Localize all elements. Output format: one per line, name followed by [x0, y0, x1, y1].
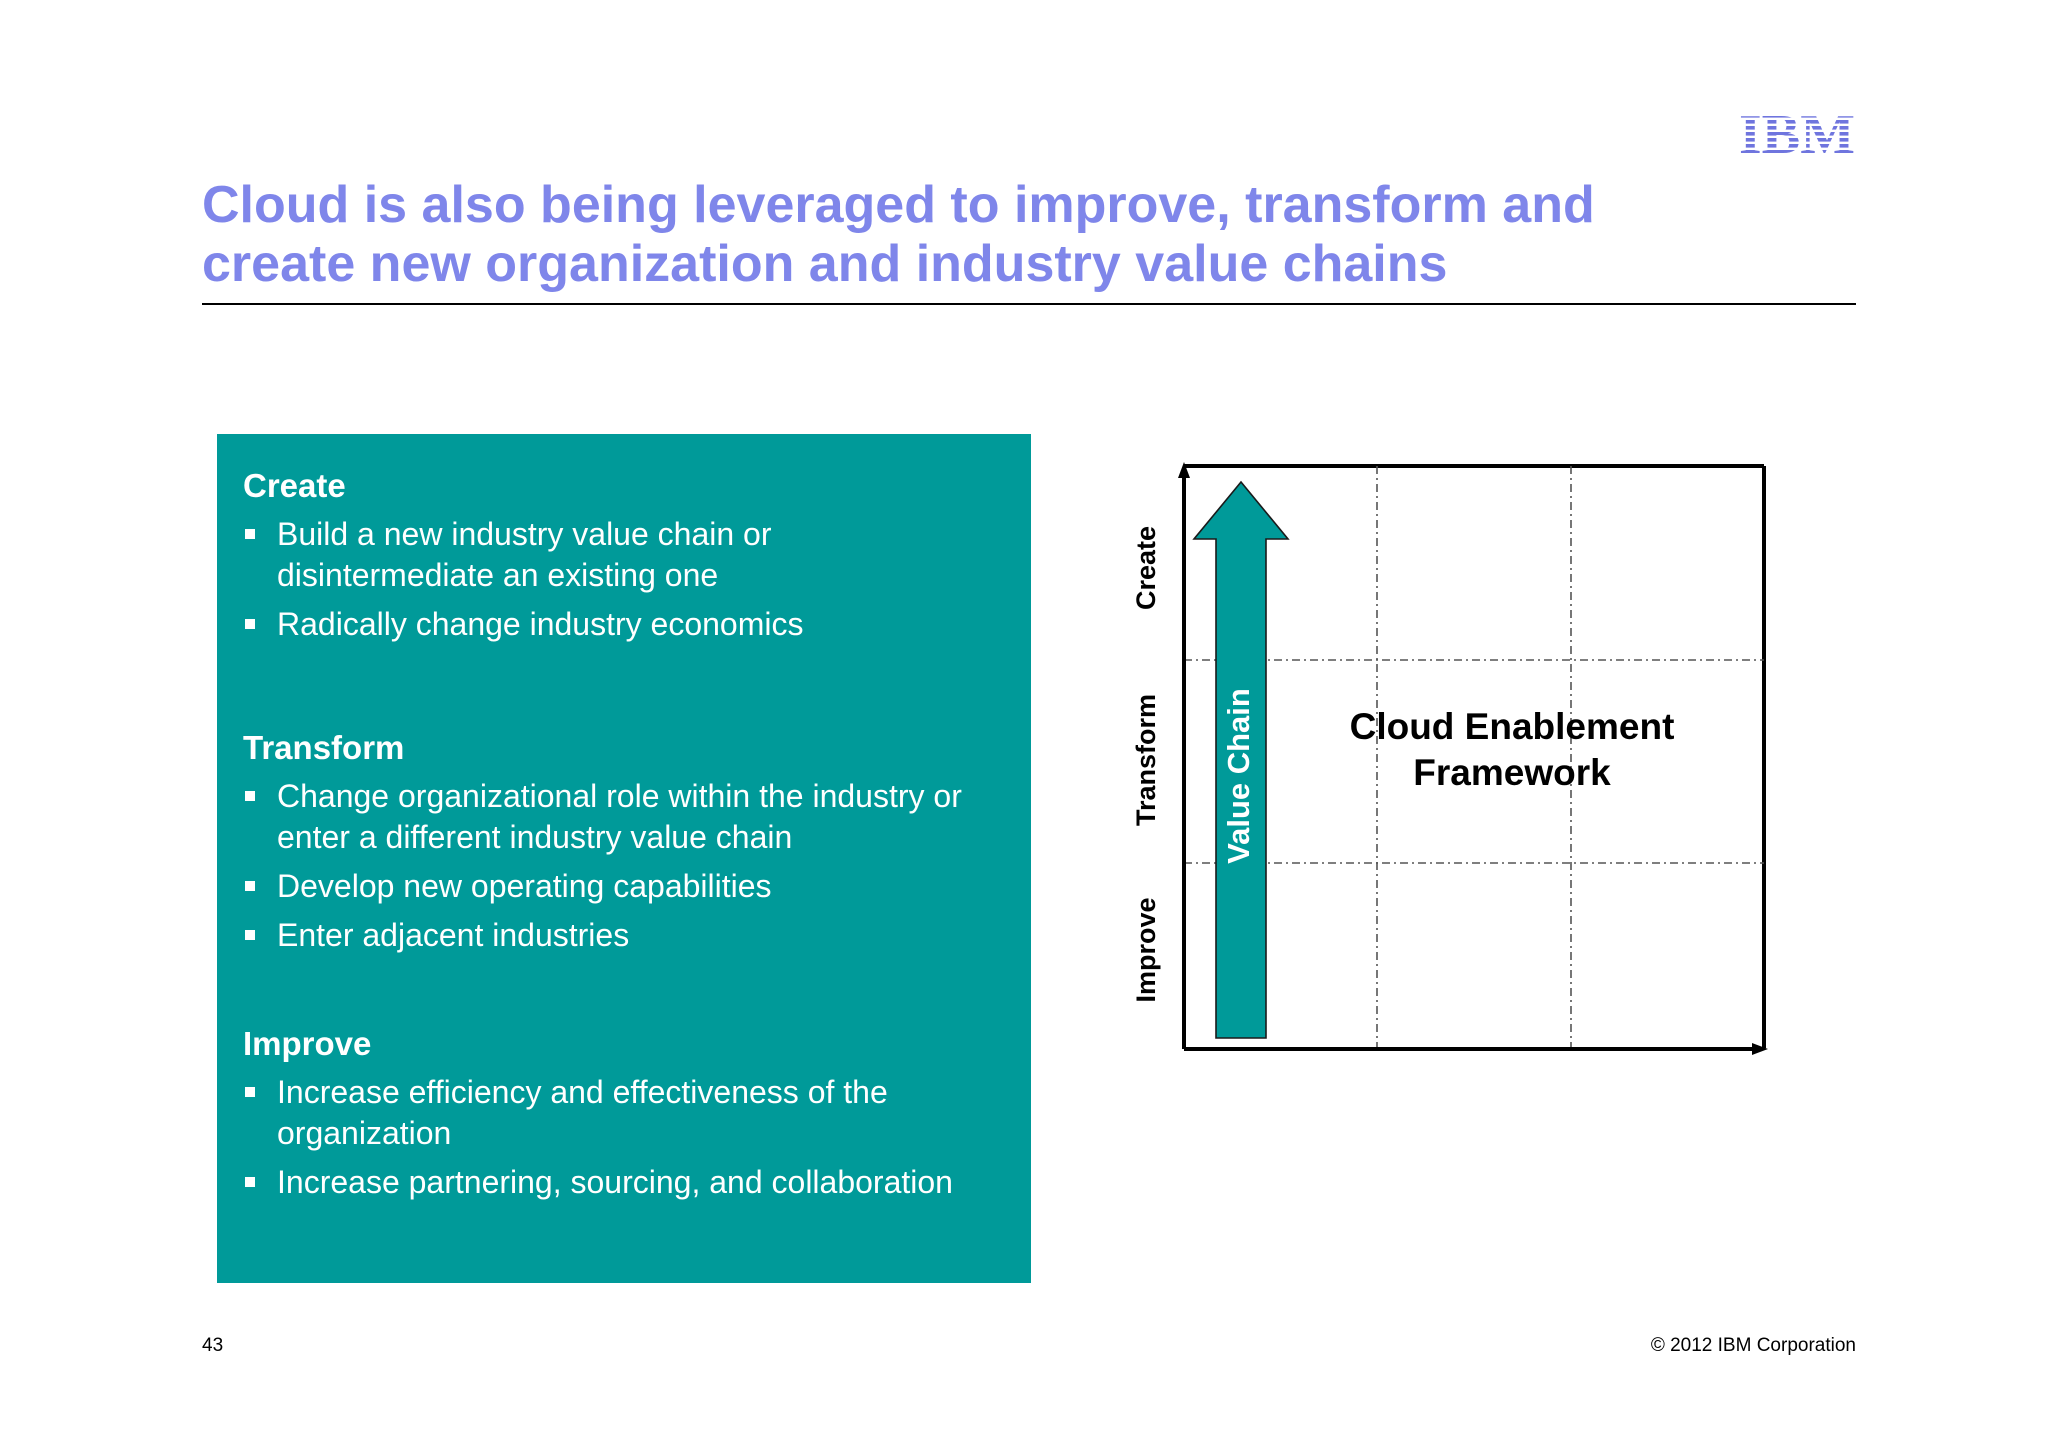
ibm-logo: IBM	[1739, 108, 1855, 158]
bullet-square-icon	[245, 1087, 255, 1097]
list-item: Increase efficiency and effectiveness of…	[243, 1072, 1023, 1154]
value-chain-arrow-icon	[1192, 480, 1290, 1039]
create-heading: Create	[243, 467, 346, 504]
bullet-square-icon	[245, 1177, 255, 1187]
value-chain-description-box: Create Build a new industry value chain …	[217, 434, 1031, 1283]
slide-title: Cloud is also being leveraged to improve…	[202, 176, 1702, 294]
copyright-notice: © 2012 IBM Corporation	[1650, 1335, 1856, 1356]
title-divider	[202, 303, 1856, 305]
slide-title-line-2: create new organization and industry val…	[202, 235, 1448, 293]
list-item: Increase partnering, sourcing, and colla…	[243, 1162, 1023, 1203]
bullet-square-icon	[245, 881, 255, 891]
y-label-create: Create	[1131, 526, 1161, 610]
improve-bullets: Increase efficiency and effectiveness of…	[243, 1072, 1023, 1203]
list-item: Develop new operating capabilities	[243, 866, 1023, 907]
improve-section: Improve Increase efficiency and effectiv…	[243, 1024, 1023, 1211]
transform-section: Transform Change organizational role wit…	[243, 728, 1023, 964]
ibm-logo-text: IBM	[1739, 108, 1855, 158]
page-number: 43	[202, 1335, 224, 1356]
create-section: Create Build a new industry value chain …	[243, 466, 1023, 653]
create-bullets: Build a new industry value chain or disin…	[243, 514, 1023, 645]
bullet-square-icon	[245, 930, 255, 940]
transform-heading: Transform	[243, 729, 405, 766]
slide-title-line-1: Cloud is also being leveraged to improve…	[202, 176, 1595, 234]
framework-label-line-1: Cloud Enablement	[1350, 706, 1675, 747]
improve-heading: Improve	[243, 1025, 372, 1062]
y-label-improve: Improve	[1131, 897, 1161, 1002]
y-axis-arrowhead-icon	[1178, 462, 1190, 478]
bullet-square-icon	[245, 619, 255, 629]
list-item: Change organizational role within the in…	[243, 776, 1023, 858]
transform-bullets: Change organizational role within the in…	[243, 776, 1023, 956]
bullet-square-icon	[245, 791, 255, 801]
value-chain-label: Value Chain	[1221, 688, 1256, 864]
framework-label-line-2: Framework	[1413, 752, 1611, 793]
list-item: Radically change industry economics	[243, 604, 1023, 645]
bullet-square-icon	[245, 529, 255, 539]
x-axis-arrowhead-icon	[1752, 1043, 1768, 1055]
list-item: Build a new industry value chain or disin…	[243, 514, 1023, 596]
diagram-grid	[1184, 466, 1764, 1048]
list-item: Enter adjacent industries	[243, 915, 1023, 956]
y-label-transform: Transform	[1131, 694, 1161, 826]
